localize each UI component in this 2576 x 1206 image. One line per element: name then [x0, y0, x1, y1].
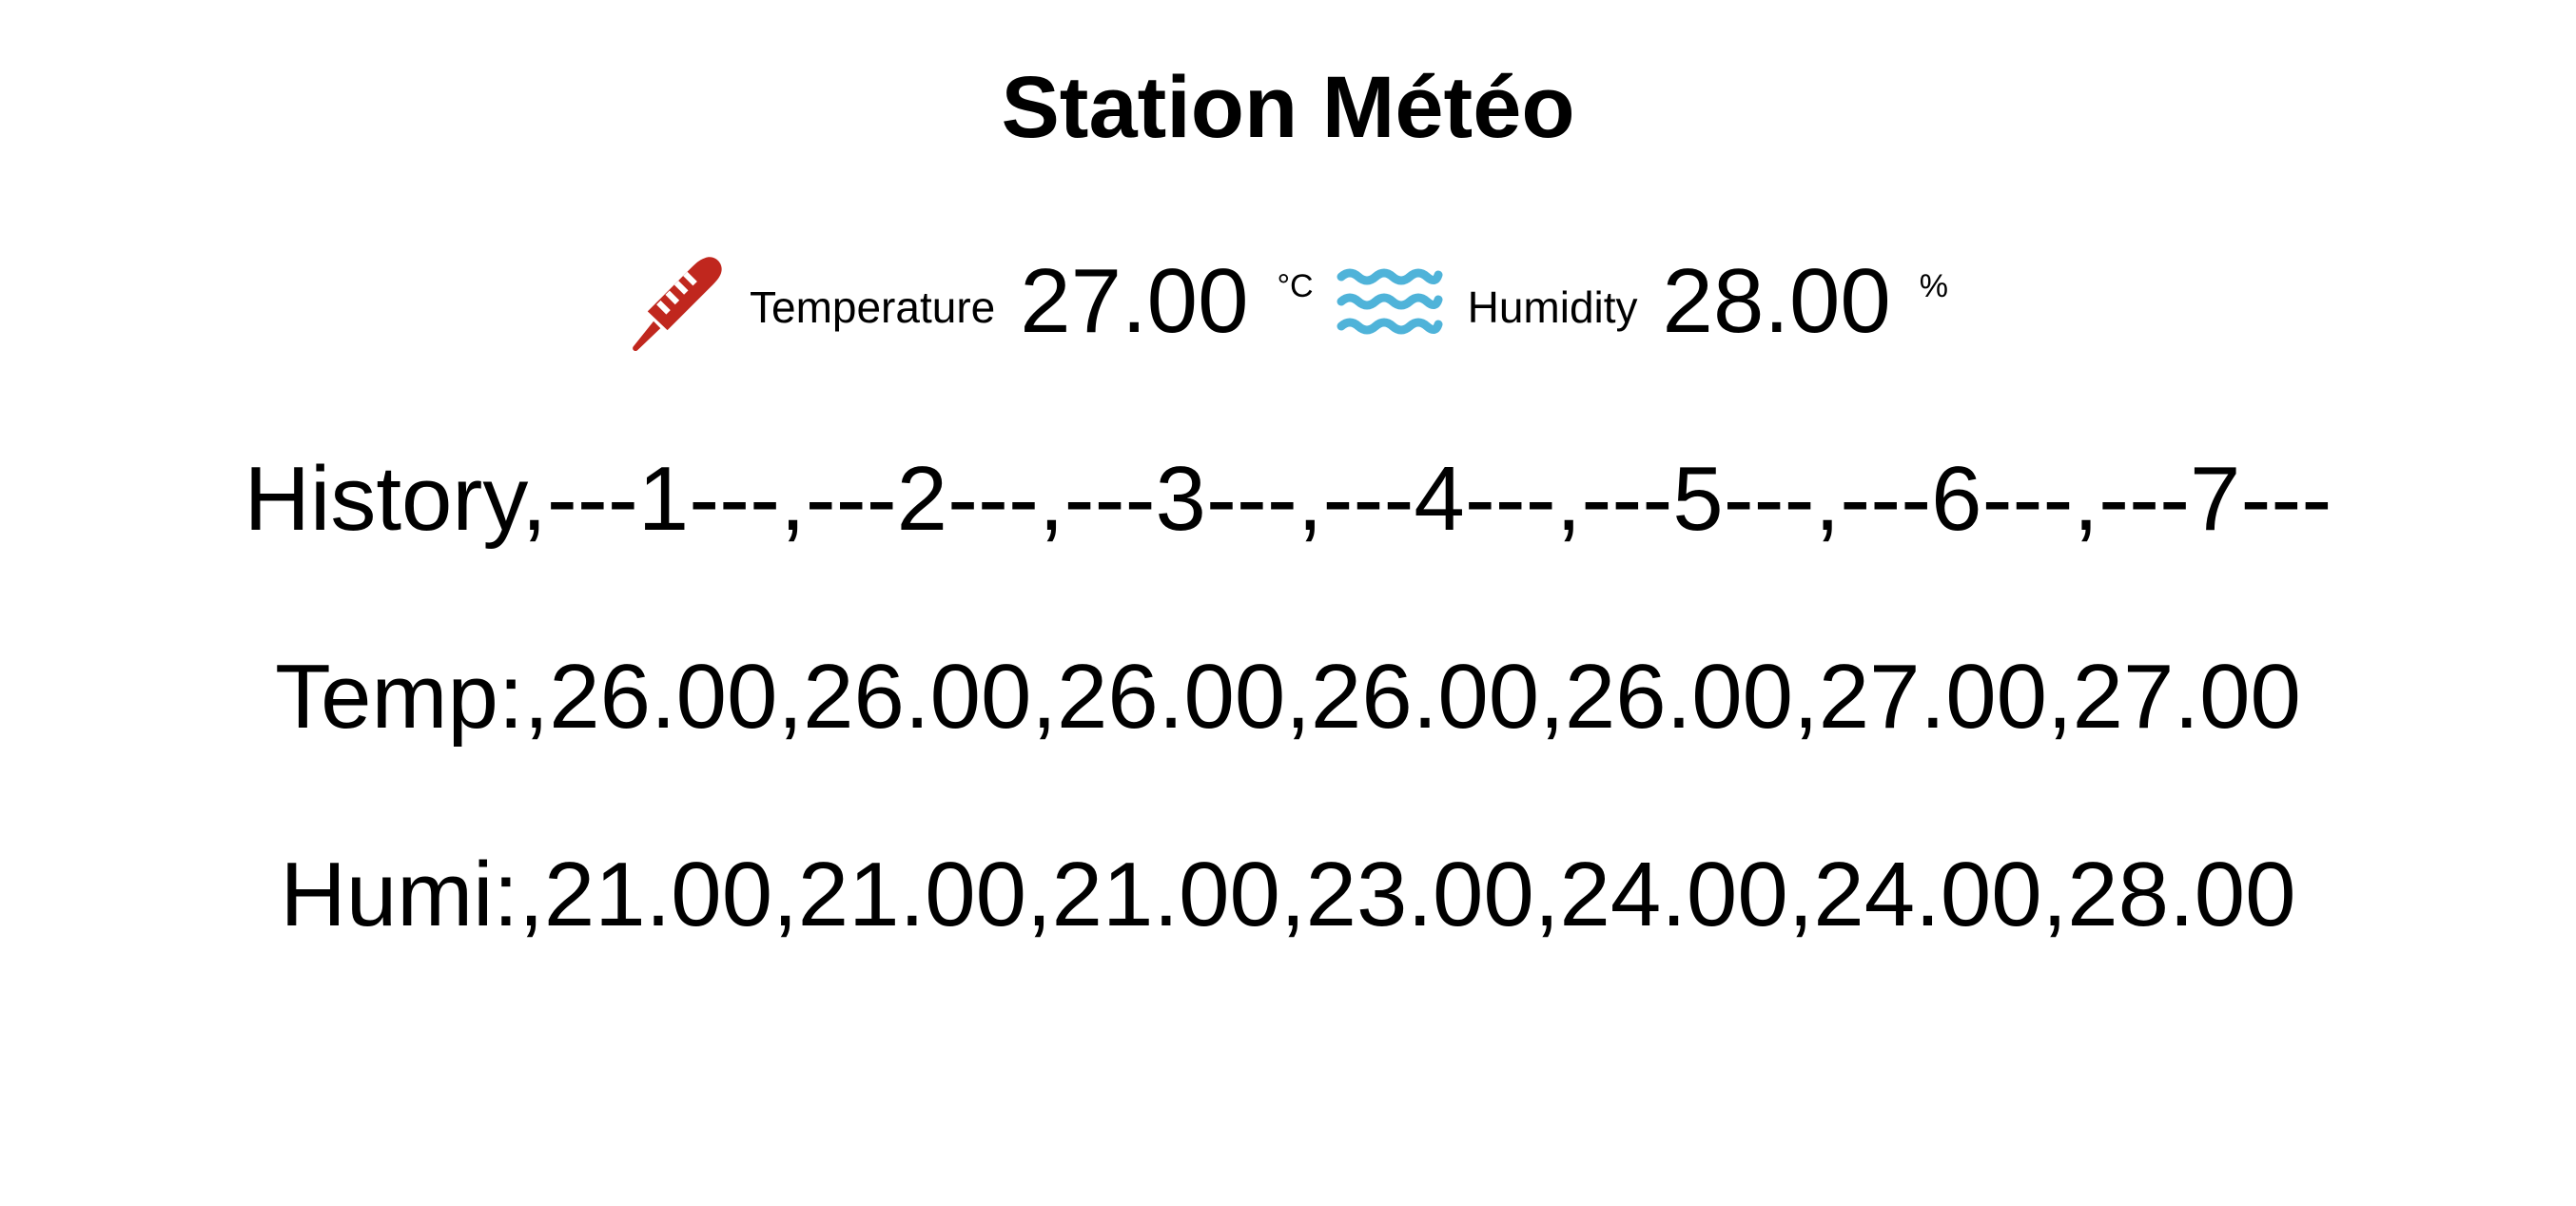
history-column-3: ---3---: [1064, 448, 1298, 550]
humidity-unit: %: [1919, 267, 1949, 304]
history-column-7: ---7---: [2098, 448, 2332, 550]
history-temp-value-6: 27.00: [1818, 646, 2047, 748]
history-temp-value-1: 26.00: [549, 646, 778, 748]
history-header-label: History: [244, 448, 522, 550]
water-waves-icon: [1337, 265, 1443, 338]
page-title: Station Météo: [1001, 59, 1575, 156]
thermometer-icon: [628, 252, 727, 351]
temperature-label: Temperature: [749, 282, 996, 332]
history-humi-value-7: 28.00: [2067, 844, 2296, 945]
history-temp-value-5: 26.00: [1564, 646, 1794, 748]
history-column-5: ---5---: [1581, 448, 1815, 550]
temperature-value: 27.00: [1020, 250, 1249, 352]
humidity-label: Humidity: [1467, 282, 1638, 332]
history-temp-label: Temp:: [275, 646, 524, 748]
current-readings: Temperature 27.00 °C Humidity 28.00 %: [0, 249, 2576, 354]
history-humi-value-4: 23.00: [1305, 844, 1534, 945]
history-humi-row: Humi:,21.00,21.00,21.00,23.00,24.00,24.0…: [280, 844, 2296, 945]
history-humi-value-1: 21.00: [543, 844, 773, 945]
history-humi-value-5: 24.00: [1559, 844, 1788, 945]
temperature-unit: °C: [1277, 267, 1314, 304]
history-temp-value-4: 26.00: [1310, 646, 1540, 748]
history-humi-value-2: 21.00: [797, 844, 1026, 945]
history-header-row: History,---1---,---2---,---3---,---4---,…: [244, 448, 2332, 550]
history-humi-value-3: 21.00: [1051, 844, 1280, 945]
history-humi-label: Humi:: [280, 844, 519, 945]
history-column-6: ---6---: [1840, 448, 2074, 550]
humidity-value: 28.00: [1662, 250, 1891, 352]
history-column-1: ---1---: [546, 448, 781, 550]
history-temp-value-7: 27.00: [2072, 646, 2301, 748]
history-temp-value-2: 26.00: [803, 646, 1032, 748]
history-temp-value-3: 26.00: [1057, 646, 1286, 748]
history-temp-row: Temp:,26.00,26.00,26.00,26.00,26.00,27.0…: [275, 646, 2301, 748]
history-column-4: ---4---: [1322, 448, 1556, 550]
history-humi-value-6: 24.00: [1813, 844, 2042, 945]
history-column-2: ---2---: [805, 448, 1039, 550]
